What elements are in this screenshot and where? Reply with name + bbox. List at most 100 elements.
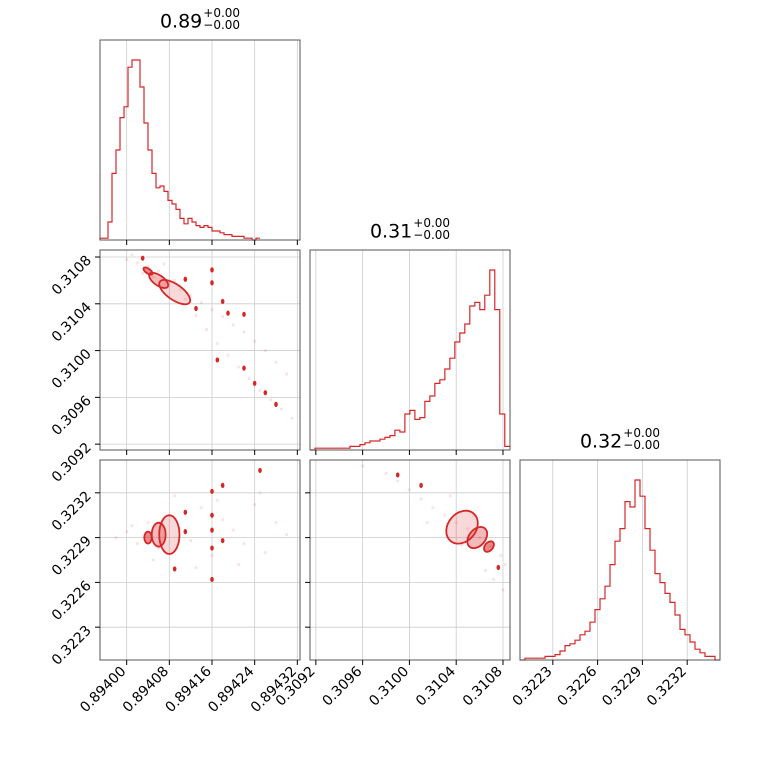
pair-panel-3-frame	[309, 459, 511, 661]
sample-point	[253, 339, 257, 343]
outlier-point	[183, 276, 188, 282]
sample-point	[361, 464, 365, 468]
sample-point	[162, 262, 166, 266]
outlier-point	[183, 529, 188, 535]
hist-panel-1-bars	[99, 59, 260, 241]
sample-point	[425, 521, 429, 525]
sample-point	[194, 565, 198, 570]
sample-point	[242, 541, 246, 546]
sample-point	[141, 271, 145, 275]
title-plus-param-1: +0.00	[203, 6, 241, 20]
title-plus-param-3: +0.00	[623, 426, 661, 440]
outlier-point	[252, 380, 257, 386]
title-plus-param-2: +0.00	[413, 216, 451, 230]
pair-panel-1-y-tick-label: 0.3108	[49, 253, 95, 299]
pair-panel-1-y-tick-label: 0.3104	[49, 299, 95, 345]
sample-point	[194, 313, 198, 318]
sample-point	[258, 491, 262, 495]
outlier-point	[210, 267, 214, 273]
contour-39	[143, 530, 153, 545]
sample-point	[189, 538, 193, 543]
title-value-param-3: 0.32	[579, 430, 623, 453]
pair-panel-1-y-tick-label: 0.3096	[49, 393, 95, 439]
sample-point	[130, 253, 134, 257]
outlier-point	[274, 401, 278, 407]
panel-title-param-3: 0.32 +0.00 −0.00	[579, 426, 661, 454]
hist-panel-1-frame	[99, 39, 301, 241]
sample-point	[237, 365, 241, 369]
pair-panel-3-x-tick-label: 0.3104	[413, 663, 459, 709]
sample-point	[503, 562, 507, 567]
sample-point	[492, 577, 496, 582]
hist-panel-3-x-tick-label: 0.3229	[599, 664, 645, 710]
outlier-point	[226, 310, 230, 316]
sample-point	[431, 506, 435, 510]
pair-panel-2-contours	[143, 514, 181, 555]
sample-point	[483, 568, 488, 573]
pair-panel-2-frame	[99, 459, 301, 661]
pair-panel-1-frame	[99, 249, 301, 451]
sample-point	[263, 550, 267, 555]
sample-point	[157, 269, 161, 273]
outlier-point	[395, 472, 400, 478]
sample-point	[226, 353, 230, 357]
hist-panel-2-histogram	[310, 269, 510, 451]
outlier-point	[210, 488, 214, 494]
title-minus-param-1: −0.00	[203, 18, 241, 32]
pair-panel-2-samples	[114, 491, 289, 570]
sample-point	[210, 553, 214, 558]
sample-point	[285, 372, 289, 376]
sample-point	[269, 398, 273, 402]
pair-panel-3-outliers	[395, 472, 501, 571]
sample-point	[135, 261, 139, 265]
pair-panel-2-x-tick-label: 0.89400	[77, 664, 129, 716]
hist-panel-3-grid	[552, 460, 688, 660]
pair-panel-2-y-tick-label: 0.3232	[49, 488, 95, 534]
outlier-point	[496, 564, 501, 571]
pair-panel-3-x-tick-label: 0.3108	[460, 664, 506, 710]
sample-point	[215, 498, 219, 502]
title-minus-param-3: −0.00	[623, 438, 661, 452]
outlier-point	[263, 390, 268, 396]
sample-point	[237, 562, 241, 567]
sample-point	[454, 521, 458, 525]
sample-point	[290, 416, 294, 421]
sample-point	[258, 388, 262, 392]
pair-panel-1-contours	[142, 266, 192, 306]
sample-point	[231, 323, 235, 327]
sample-point	[114, 536, 118, 540]
outlier-point	[172, 566, 177, 572]
sample-point	[210, 308, 214, 312]
sample-point	[199, 506, 203, 510]
hist-panel-3-frame	[519, 459, 721, 661]
title-value-param-2: 0.31	[369, 220, 413, 243]
hist-panel-3-histogram	[520, 479, 720, 661]
pair-panel-1-y-tick-label: 0.3100	[49, 346, 95, 392]
sample-point	[263, 348, 267, 353]
sample-point	[231, 528, 235, 532]
sample-point	[384, 471, 388, 476]
sample-point	[247, 377, 251, 381]
outlier-point	[220, 298, 225, 305]
pair-panel-2-grid	[100, 460, 300, 660]
hist-panel-3-x-tick-label: 0.3226	[554, 663, 600, 709]
sample-point	[215, 341, 219, 346]
sample-point	[125, 530, 129, 534]
hist-panel-3-x-tick-label: 0.3232	[644, 664, 690, 710]
sample-point	[199, 301, 203, 305]
sample-point	[151, 558, 155, 562]
pair-panel-2-outliers	[172, 467, 262, 583]
sample-point	[173, 278, 177, 283]
pair-panel-1-samples	[125, 253, 294, 421]
sample-point	[221, 518, 225, 522]
sample-point	[253, 503, 257, 507]
sample-point	[279, 407, 283, 411]
sample-point	[178, 288, 182, 292]
pair-panel-2-x-tick-label: 0.89424	[205, 663, 257, 715]
pair-panel-3-contours	[445, 509, 495, 553]
sample-point	[466, 527, 470, 531]
outlier-point	[258, 467, 262, 474]
sample-point	[442, 513, 447, 517]
contour-99	[158, 514, 181, 555]
